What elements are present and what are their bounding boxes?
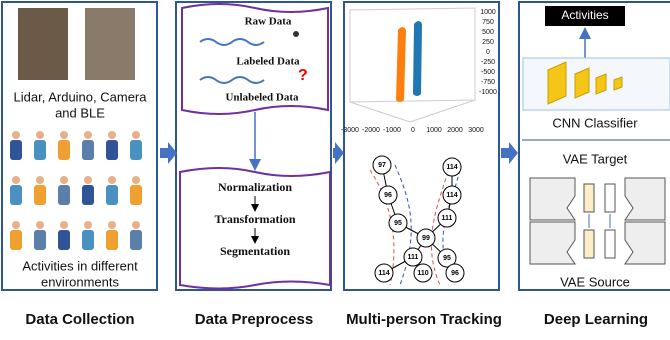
label: VAE Source <box>560 274 630 289</box>
tick-label: -3000 <box>341 127 359 134</box>
track-cloud <box>396 27 406 102</box>
person-body <box>82 185 94 205</box>
label: Activities in different <box>22 258 138 273</box>
people-icons <box>10 131 142 250</box>
person-head <box>60 176 68 184</box>
person-head <box>132 176 140 184</box>
person-body <box>58 140 70 160</box>
node-label: 110 <box>417 270 428 277</box>
panel-title: Deep Learning <box>544 311 648 328</box>
person-head <box>36 131 44 139</box>
person-head <box>84 176 92 184</box>
node-label: 114 <box>446 192 457 199</box>
person-head <box>60 131 68 139</box>
person-body <box>34 230 46 250</box>
tick-label: 1000 <box>480 9 496 16</box>
flow-arrows <box>160 142 518 164</box>
plot-box <box>350 8 475 122</box>
panel-title: Data Collection <box>25 311 134 328</box>
tick-label: -2000 <box>362 127 380 134</box>
person-body <box>58 230 70 250</box>
label: Unlabeled Data <box>225 92 299 104</box>
tick-label: 500 <box>482 29 494 36</box>
tracking-graph: 97 96 95 114 114 111 99 111 95 114 110 96 <box>373 156 464 282</box>
label: Lidar, Arduino, Camera <box>14 89 148 104</box>
person-body <box>10 230 22 250</box>
tick-label: -250 <box>481 59 495 66</box>
tick-label: 750 <box>482 19 494 26</box>
track-cloud <box>413 21 422 96</box>
person-body <box>130 185 142 205</box>
person-head <box>12 221 20 229</box>
tick-label: -750 <box>481 79 495 86</box>
label: CNN Classifier <box>552 115 638 130</box>
node-label: 96 <box>384 192 392 199</box>
person-body <box>58 185 70 205</box>
tick-label: 2000 <box>447 127 463 134</box>
person-body <box>106 140 118 160</box>
panel-title: Data Preprocess <box>195 311 313 328</box>
person-icon <box>293 31 299 37</box>
vae-diagram <box>530 178 665 264</box>
pipeline-diagram: ? 97 96 95 114 114 111 99 111 95 114 110 96 Data Co… <box>0 0 670 335</box>
person-body <box>130 140 142 160</box>
node-label: 96 <box>451 270 459 277</box>
question-mark: ? <box>298 67 308 84</box>
label: Raw Data <box>245 16 292 28</box>
person-head <box>12 131 20 139</box>
person-head <box>132 131 140 139</box>
node-label: 97 <box>378 162 386 169</box>
device-photo <box>85 8 135 80</box>
person-body <box>106 230 118 250</box>
person-body <box>34 140 46 160</box>
person-body <box>10 185 22 205</box>
node-label: 95 <box>443 255 451 262</box>
person-body <box>10 140 22 160</box>
panel-title: Multi-person Tracking <box>346 311 502 328</box>
node-label: 114 <box>378 270 389 277</box>
tick-label: 0 <box>411 127 415 134</box>
person-head <box>132 221 140 229</box>
label: VAE Target <box>563 151 628 166</box>
person-body <box>130 230 142 250</box>
person-head <box>36 176 44 184</box>
person-head <box>108 176 116 184</box>
person-head <box>36 221 44 229</box>
node-label: 111 <box>408 254 419 261</box>
label: environments <box>41 274 120 289</box>
tick-label: 1000 <box>426 127 442 134</box>
person-head <box>12 176 20 184</box>
person-head <box>108 131 116 139</box>
tick-label: -1000 <box>479 89 497 96</box>
person-head <box>60 221 68 229</box>
person-body <box>82 230 94 250</box>
device-photo <box>18 8 68 80</box>
label: Normalization <box>218 180 292 194</box>
node-label: 111 <box>442 215 453 222</box>
node-label: 114 <box>446 164 457 171</box>
tick-label: 250 <box>482 39 494 46</box>
label: Segmentation <box>220 244 290 258</box>
person-body <box>34 185 46 205</box>
person-head <box>84 221 92 229</box>
person-head <box>108 221 116 229</box>
tick-label: -500 <box>481 69 495 76</box>
node-label: 99 <box>422 235 430 242</box>
label: Activities <box>561 8 608 22</box>
person-head <box>84 131 92 139</box>
label: Transformation <box>214 212 295 226</box>
tick-label: 3000 <box>468 127 484 134</box>
tick-label: -1000 <box>383 127 401 134</box>
person-body <box>82 140 94 160</box>
person-body <box>106 185 118 205</box>
node-label: 95 <box>394 220 402 227</box>
tick-label: 0 <box>486 49 490 56</box>
label: and BLE <box>55 105 105 120</box>
label: Labeled Data <box>236 56 300 68</box>
